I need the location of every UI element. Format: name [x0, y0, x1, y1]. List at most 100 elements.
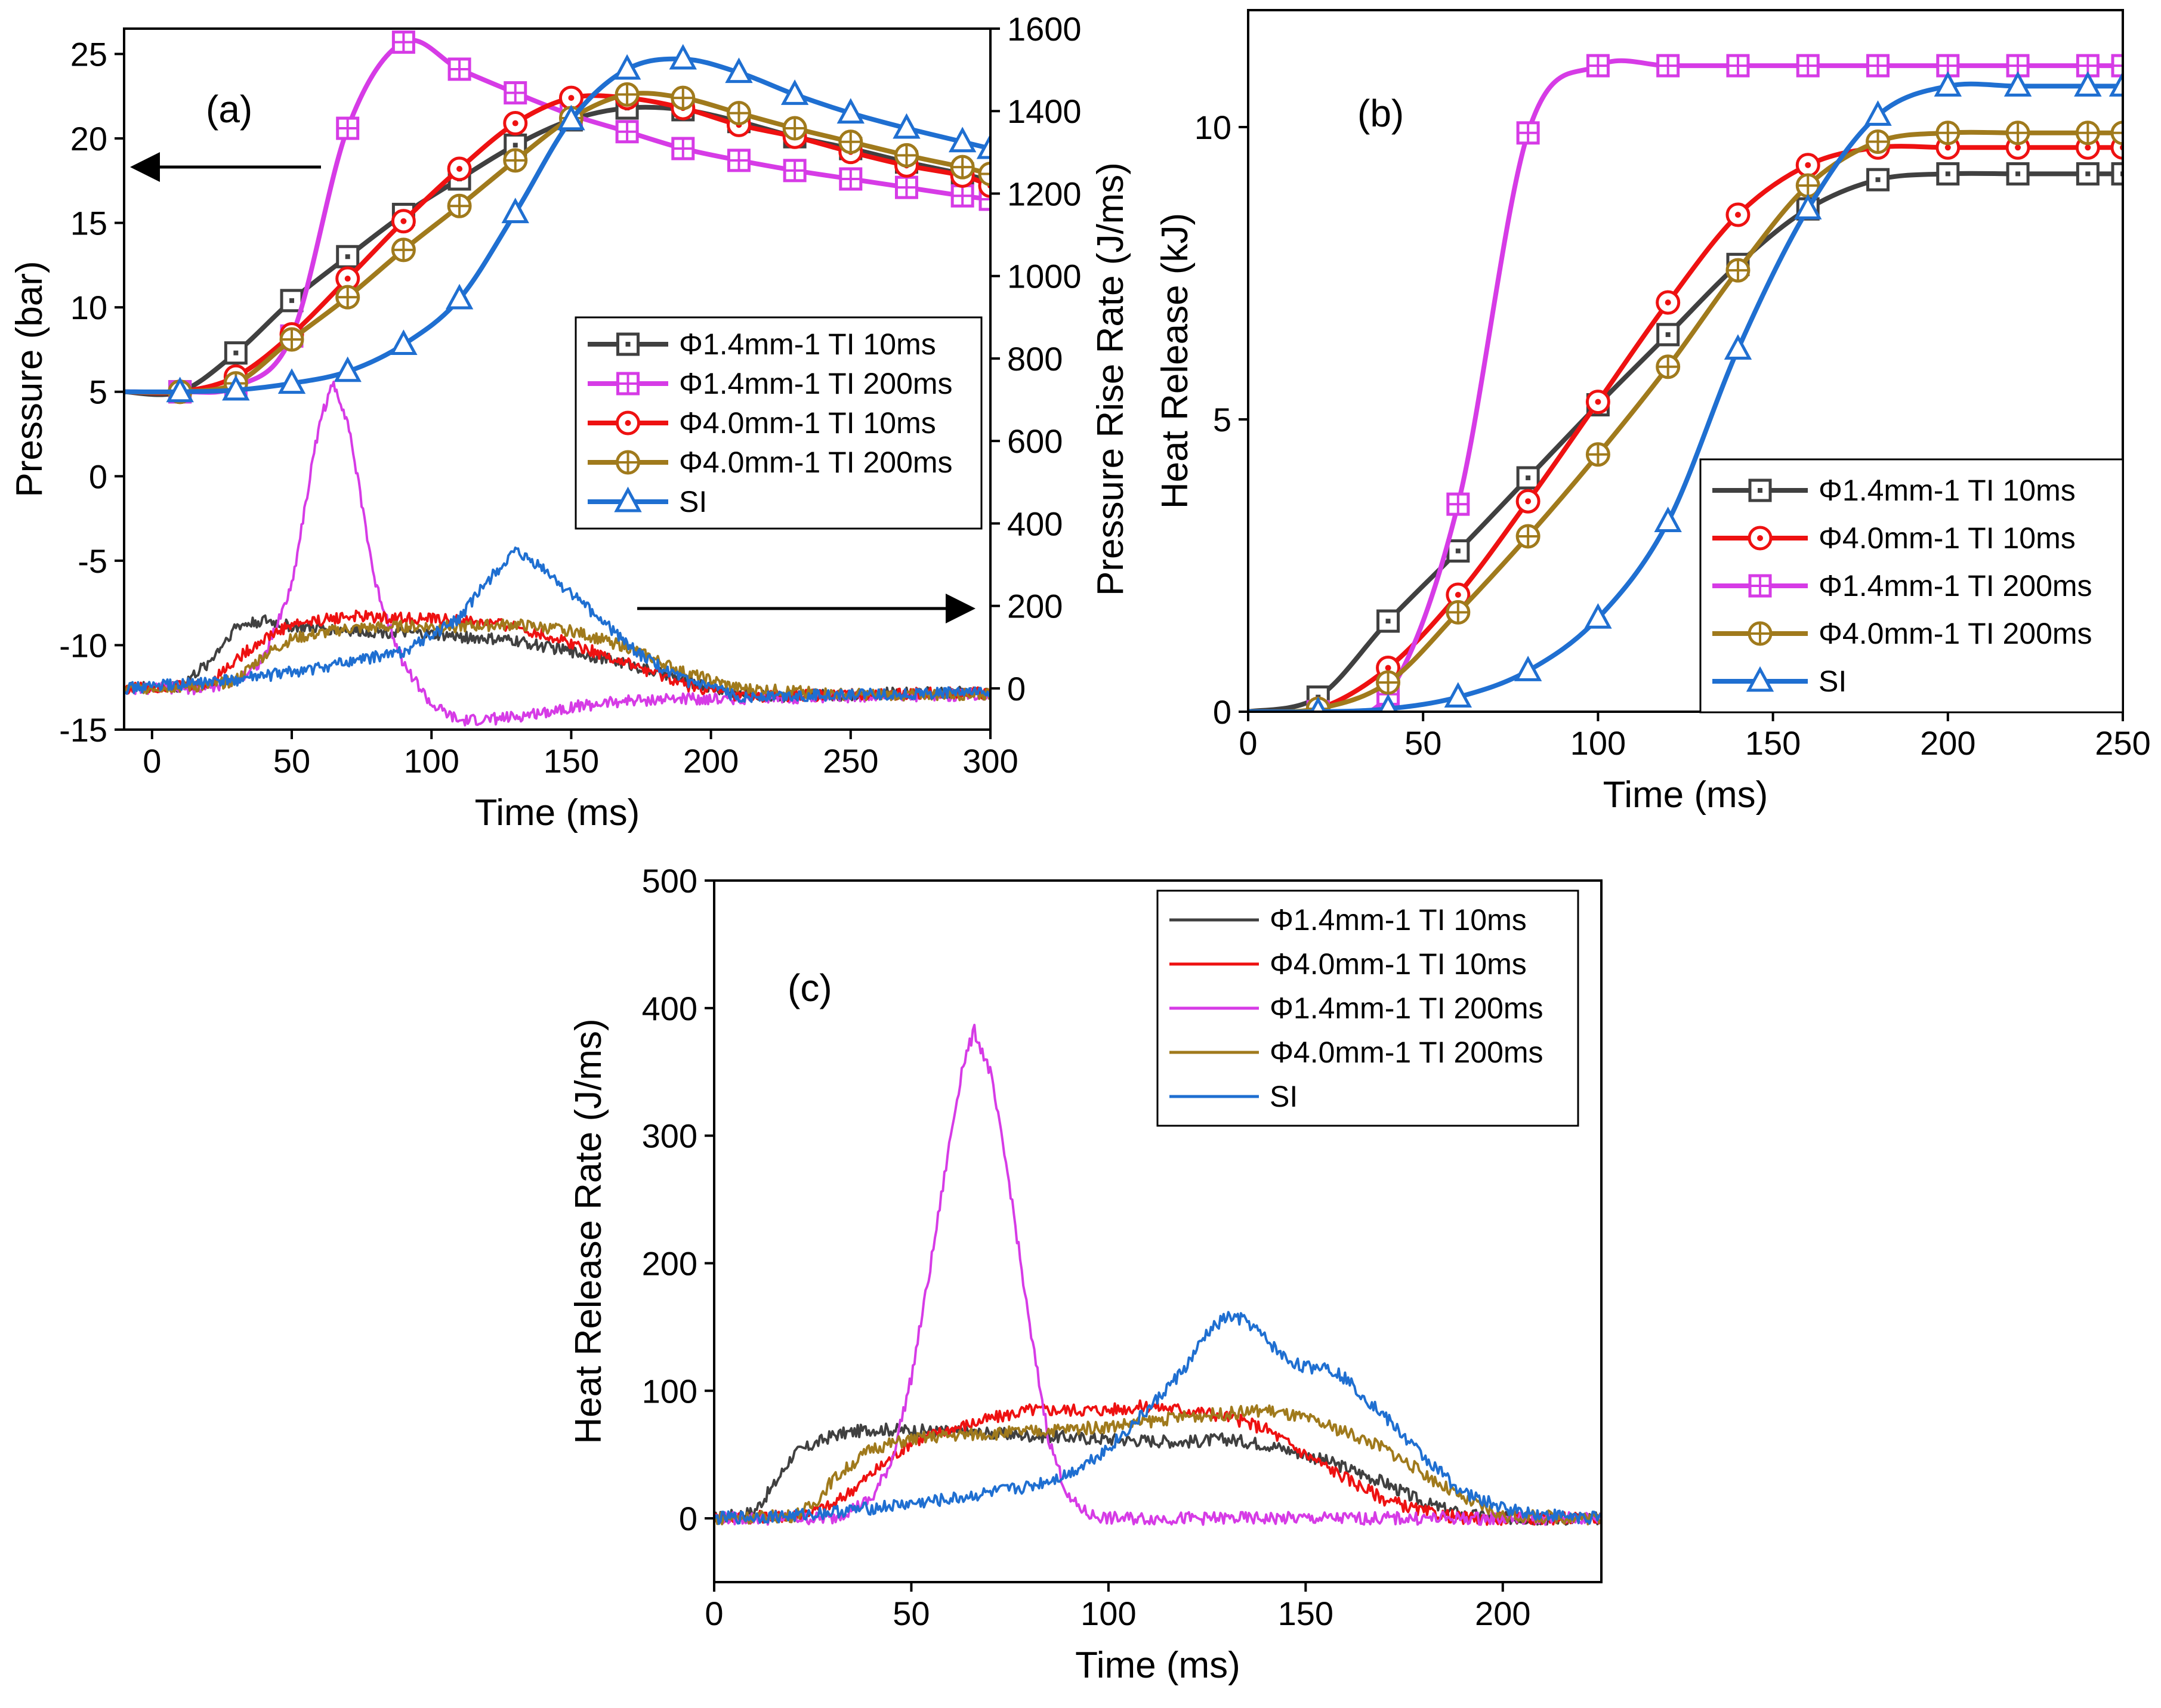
panel-a-series-si-point-13 [836, 98, 865, 124]
panel-b-series-phi4-0mm-1-ti-200ms-point-10-cross [1937, 122, 1958, 143]
panel-b-series-phi4-0mm-1-ti-200ms-point-13-cross [2113, 122, 2123, 143]
panel-c-ytick-label-2: 300 [642, 1117, 697, 1155]
panel-a-series-phi4-0mm-1-ti-200ms-point-12-cross [785, 118, 805, 139]
panel-a-xtick-label-0: 0 [143, 742, 161, 780]
panel-c-series-phi1-4mm-1-ti-200ms-line [714, 1024, 1601, 1526]
panel-b-series-si-point-7 [1724, 334, 1752, 360]
panel-c-xtick-label-3: 150 [1278, 1595, 1333, 1632]
panel-b-series-phi4-0mm-1-ti-10ms-point-10-center [1944, 144, 1951, 151]
panel-a-series-si-rate [124, 546, 990, 703]
panel-b-series-si-point-6 [1654, 506, 1682, 532]
panel-c-label: (c) [788, 966, 832, 1009]
panel-a-series-phi4-0mm-1-ti-200ms-point-6-cross [449, 196, 470, 217]
panel-b-series-phi4-0mm-1-ti-10ms-point-2-center [1385, 665, 1391, 671]
panel-b-series-phi1-4mm-1-ti-10ms-point-13 [2111, 162, 2123, 186]
panel-a-ytick-right-label-2: 1200 [1007, 175, 1082, 212]
panel-a-series-si-point-5 [390, 329, 418, 355]
panel-c-legend-entry-3: Φ4.0mm-1 TI 200ms [1270, 1036, 1543, 1069]
panel-b-series-phi1-4mm-1-ti-10ms-point-12-center [2085, 171, 2091, 177]
panel-b-series-phi4-0mm-1-ti-10ms-point-8-center [1805, 162, 1811, 168]
panel-a-ytick-right-label-5: 600 [1007, 422, 1063, 460]
panel-c-ytick-label-0: 500 [642, 862, 697, 900]
panel-b-series-phi4-0mm-1-ti-200ms-point-3-cross [1447, 602, 1468, 623]
panel-b-legend-entry-3: Φ4.0mm-1 TI 200ms [1819, 617, 2092, 650]
panel-b-series-si-line [1248, 81, 2123, 712]
panel-a-series-phi4-0mm-1-ti-10ms-point-6-center [456, 166, 463, 172]
panel-a-series-phi1-4mm-1-ti-200ms-point-15-cross [952, 186, 973, 206]
panel-b-series-phi1-4mm-1-ti-10ms-point-9-center [1875, 177, 1881, 183]
panel-a-label: (a) [206, 88, 252, 131]
panel-a-series-phi1-4mm-1-ti-200ms-point-6-cross [449, 58, 470, 79]
panel-a-series-phi1-4mm-1-ti-200ms-point-10-cross [672, 138, 693, 159]
panel-b-series-phi1-4mm-1-ti-200ms-point-7-cross [1727, 55, 1748, 76]
panel-a-series-phi4-0mm-1-ti-10ms-point-5-center [400, 218, 407, 224]
panel-b-legend-entry-4: SI [1819, 665, 1847, 698]
panel-a-y-axis-label-right: Pressure Rise Rate (J/ms) [1090, 162, 1131, 596]
panel-a-ytick-right-label-6: 400 [1007, 505, 1063, 542]
panel-a-ytick-label-4: 5 [89, 373, 107, 411]
panel-a-series-phi1-4mm-1-ti-200ms-point-9-cross [617, 121, 638, 142]
panel-a-ytick-label-3: 10 [70, 289, 107, 326]
panel-b-x-axis-label: Time (ms) [1603, 774, 1768, 816]
panel-b-series-phi4-0mm-1-ti-10ms-point-3-center [1455, 592, 1461, 598]
panel-b-series-phi4-0mm-1-ti-200ms-point-11-cross [2008, 122, 2029, 143]
panel-a-ytick-right-label-0: 1600 [1007, 10, 1082, 48]
panel-a-ytick-label-5: 0 [89, 458, 107, 495]
panel-c-series-phi4-0mm-1-ti-200ms [714, 1404, 1601, 1525]
panel-a-series-phi1-4mm-1-ti-200ms-point-7-cross [505, 82, 526, 103]
panel-b-xtick-label-0: 0 [1239, 724, 1257, 762]
panel-a-ytick-right-label-8: 0 [1007, 670, 1026, 708]
panel-b-series-phi1-4mm-1-ti-10ms-point-6-center [1665, 332, 1671, 337]
panel-a-series-si-point-12 [780, 79, 809, 105]
panel-a-y-axis-label: Pressure (bar) [9, 261, 50, 497]
panel-a-series-phi4-0mm-1-ti-200ms-point-13-cross [840, 131, 861, 152]
panel-a-legend-marker-2-center [625, 420, 631, 426]
panel-c-ytick-label-5: 0 [679, 1500, 697, 1537]
panel-a-series-phi4-0mm-1-ti-10ms-point-4-center [344, 276, 351, 282]
panel-c-x-axis-label: Time (ms) [1075, 1645, 1240, 1686]
panel-a-series-si [124, 44, 990, 403]
panel-a-legend-entry-1: Φ1.4mm-1 TI 200ms [679, 367, 953, 400]
panel-c-legend-entry-2: Φ1.4mm-1 TI 200ms [1270, 992, 1543, 1025]
panel-b-legend-entry-1: Φ4.0mm-1 TI 10ms [1819, 521, 2076, 555]
panel-c-series-phi1-4mm-1-ti-200ms [714, 1024, 1601, 1526]
panel-a-series-phi4-0mm-1-ti-200ms-point-9-cross [617, 84, 638, 105]
panel-b-series-phi1-4mm-1-ti-200ms-point-13-cross [2113, 55, 2123, 76]
panel-a-series-si-point-6 [445, 283, 474, 310]
panel-c-xtick-label-0: 0 [705, 1595, 723, 1632]
panel-b-series-phi1-4mm-1-ti-10ms-point-11-center [2015, 171, 2021, 177]
panel-c-series-si-line [714, 1311, 1601, 1525]
panel-b-series-phi4-0mm-1-ti-200ms-line [1248, 129, 2123, 712]
panel-a-series-si-point-3 [277, 368, 306, 394]
panel-a-series-phi1-4mm-1-ti-10ms-point-2-center [233, 350, 239, 356]
panel-a-x-axis-label: Time (ms) [475, 792, 640, 833]
panel-a-series-phi4-0mm-1-ti-200ms-point-4-cross [337, 287, 358, 308]
panel-a-series-phi4-0mm-1-ti-200ms-point-16-cross [980, 163, 990, 184]
panel-a-series-phi1-4mm-1-ti-200ms-point-13-cross [840, 168, 861, 189]
panel-b-series-phi4-0mm-1-ti-200ms-point-12-cross [2077, 122, 2098, 143]
panel-b-xtick-label-4: 200 [1920, 724, 1975, 762]
panel-b-series-si-point-1 [1310, 696, 1326, 712]
panel-a-series-phi1-4mm-1-ti-200ms-point-4-cross [337, 118, 358, 139]
panel-c-legend-entry-0: Φ1.4mm-1 TI 10ms [1270, 903, 1527, 937]
panel-a-ytick-label-7: -10 [59, 626, 107, 664]
panel-a-series-si-point-15 [948, 126, 977, 153]
panel-c-y-axis-label: Heat Release Rate (J/ms) [568, 1018, 609, 1444]
panel-b-series-phi4-0mm-1-ti-10ms-point-7-center [1734, 212, 1741, 218]
panel-b-legend-marker-0-center [1758, 488, 1762, 493]
panel-c-ytick-label-3: 200 [642, 1244, 697, 1282]
panel-b-series-phi1-4mm-1-ti-10ms-point-10-center [1945, 171, 1950, 177]
panel-a-series-phi4-0mm-1-ti-10ms-rate [124, 609, 990, 703]
panel-a-series-si-point-1 [166, 376, 194, 403]
panel-b-series-phi4-0mm-1-ti-200ms-point-5-cross [1588, 444, 1609, 465]
panel-c-series-phi4-0mm-1-ti-200ms-line [714, 1404, 1601, 1525]
panel-b-legend-entry-2: Φ1.4mm-1 TI 200ms [1819, 569, 2092, 603]
panel-a-legend-entry-3: Φ4.0mm-1 TI 200ms [679, 446, 953, 479]
panel-b-series-phi4-0mm-1-ti-10ms-point-11-center [2015, 144, 2021, 151]
panel-a-plot-area [124, 30, 990, 727]
panel-a-ytick-label-1: 20 [70, 120, 107, 157]
panel-a-ytick-right-label-4: 800 [1007, 340, 1063, 378]
panel-c-legend-entry-4: SI [1270, 1080, 1298, 1113]
panel-c-ytick-label-1: 400 [642, 990, 697, 1027]
panel-a-series-si-rate-line [124, 546, 990, 703]
